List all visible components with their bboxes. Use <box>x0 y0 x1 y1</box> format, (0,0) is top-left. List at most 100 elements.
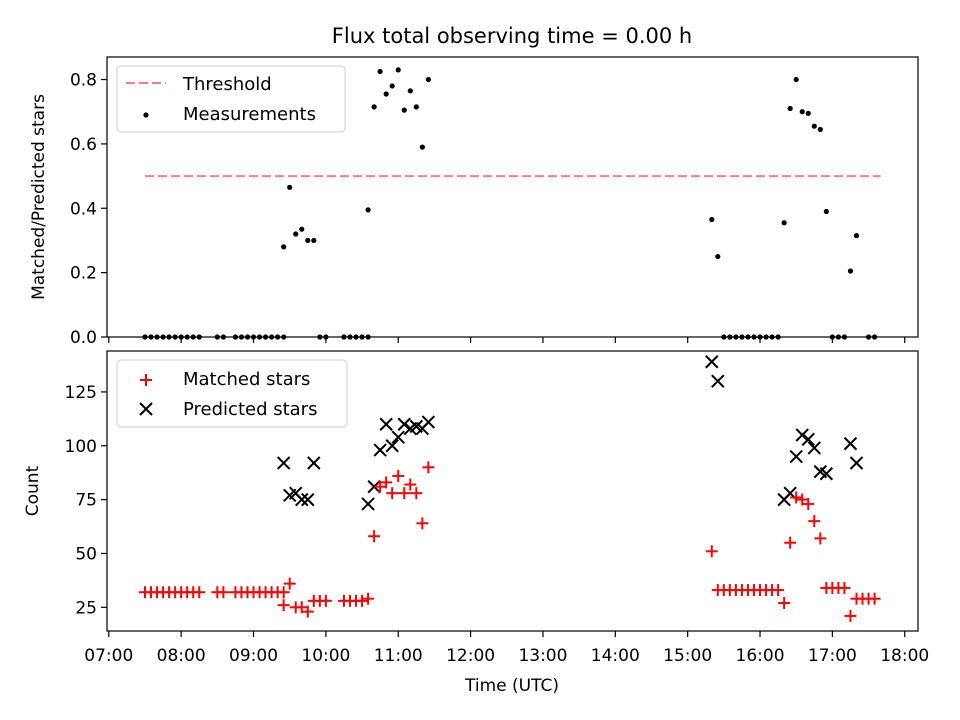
x-tick-label: 07:00 <box>84 646 133 666</box>
predicted-point <box>711 374 725 388</box>
predicted-point <box>795 428 809 442</box>
x-tick-label: 18:00 <box>880 646 929 666</box>
x-tick-label: 11:00 <box>374 646 423 666</box>
measurement-point <box>305 237 311 244</box>
measurement-point <box>805 110 811 116</box>
x-axis-label: Time (UTC) <box>464 676 559 696</box>
matched-point <box>193 586 206 599</box>
measurement-point <box>847 268 854 274</box>
y-tick-label: 0.0 <box>70 328 97 348</box>
x-tick-label: 08:00 <box>157 646 206 666</box>
predicted-point <box>367 479 381 494</box>
matched-point <box>356 594 369 607</box>
matched-point <box>808 515 821 528</box>
matched-point <box>301 605 314 618</box>
measurement-point <box>425 76 431 83</box>
matched-point <box>283 577 296 590</box>
matched-point <box>790 491 803 504</box>
matched-point <box>404 478 417 491</box>
x-tick-label: 14:00 <box>591 646 640 666</box>
y-tick-label: 75 <box>75 491 97 511</box>
legend-matched-label: Matched stars <box>183 369 310 390</box>
bottom-x-axis: 07:00 08:00 09:00 10:00 11:00 12:00 13:00 14:00… <box>84 631 929 666</box>
measurement-point <box>823 208 829 215</box>
legend-measurements-label: Measurements <box>183 104 316 125</box>
matched-point <box>416 517 429 530</box>
bottom-y-axis-label: Count <box>23 465 43 516</box>
matched-point <box>386 487 399 500</box>
chart-title: Flux total observing time = 0.00 h <box>332 24 692 48</box>
x-tick-label: 16:00 <box>736 646 785 666</box>
matched-point <box>868 592 881 605</box>
measurement-point <box>407 88 413 94</box>
y-tick-label: 50 <box>75 544 97 564</box>
matched-point <box>422 461 435 474</box>
top-panel: 0.00.20.40.60.8 Matched/Predicted stars … <box>29 56 919 348</box>
predicted-point <box>295 492 309 507</box>
predicted-point <box>843 436 858 451</box>
matched-point <box>778 597 791 609</box>
measurement-point <box>715 253 721 260</box>
y-tick-label: 0.8 <box>70 71 97 91</box>
measurement-point <box>281 244 287 250</box>
matched-point <box>772 584 785 597</box>
y-tick-label: 25 <box>75 598 97 618</box>
legend-predicted-label: Predicted stars <box>183 399 317 420</box>
matched-point <box>398 487 411 500</box>
matched-point <box>368 530 381 543</box>
measurement-point <box>293 231 299 237</box>
measurement-point <box>365 207 371 213</box>
bottom-panel: 25 50 75 100 125 07:00 08:00 09:00 10:00 11:00 12… <box>23 350 929 696</box>
top-y-axis-label: Matched/Predicted stars <box>29 94 49 300</box>
x-tick-label: 10:00 <box>301 646 350 666</box>
top-legend: Threshold Measurements <box>116 65 346 133</box>
bottom-plot-frame <box>106 350 919 632</box>
matched-point <box>784 536 797 549</box>
predicted-point <box>789 449 803 464</box>
matched-point <box>410 487 423 500</box>
matched-point <box>392 469 405 482</box>
y-tick-label: 100 <box>65 437 97 457</box>
measurement-point <box>853 233 860 239</box>
counts-series <box>138 355 881 622</box>
predicted-point <box>385 439 399 453</box>
measurement-point <box>377 68 383 75</box>
x-tick-label: 09:00 <box>229 646 278 666</box>
matched-point <box>295 601 308 614</box>
measurement-point <box>799 109 805 115</box>
matched-point <box>844 609 857 622</box>
matched-point <box>796 493 809 506</box>
predicted-point <box>276 456 291 470</box>
y-tick-label: 125 <box>65 383 97 403</box>
measurement-point <box>413 104 419 110</box>
matched-point <box>802 497 815 510</box>
measurement-point <box>787 105 793 112</box>
bottom-y-axis: 25 50 75 100 125 <box>65 383 107 618</box>
x-tick-label: 17:00 <box>808 646 857 666</box>
matched-point <box>277 586 290 599</box>
predicted-point <box>807 441 821 455</box>
measurement-point <box>781 220 787 226</box>
predicted-point <box>421 415 436 429</box>
legend-threshold-label: Threshold <box>182 74 272 95</box>
predicted-point <box>391 430 405 444</box>
measurement-point <box>401 107 407 113</box>
measurement-point <box>383 91 389 97</box>
predicted-point <box>361 497 375 511</box>
matched-point <box>705 545 718 558</box>
predicted-point <box>373 443 387 457</box>
measurement-point <box>811 123 817 129</box>
top-legend-box <box>116 65 346 133</box>
measurement-point <box>793 76 799 83</box>
predicted-point <box>705 355 719 369</box>
matched-point <box>374 480 387 493</box>
predicted-point <box>307 456 321 470</box>
predicted-point <box>849 456 864 470</box>
predicted-point <box>301 492 315 507</box>
matched-point <box>838 581 851 594</box>
matched-point <box>362 592 375 605</box>
top-x-axis <box>108 337 906 343</box>
legend-predicted-swatch <box>139 402 153 416</box>
x-tick-label: 12:00 <box>446 646 495 666</box>
